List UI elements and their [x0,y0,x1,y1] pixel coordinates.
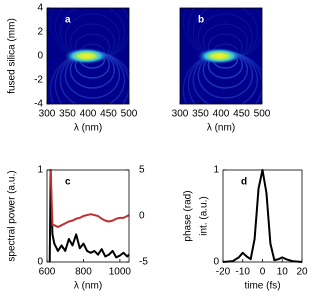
x-tick-label: 20 [296,267,308,278]
y-tick-label: 1 [213,165,219,176]
x-axis-label: time (fs) [244,281,280,292]
x-tick-label: -10 [236,267,251,278]
y-axis-label: fused silica (mm) [7,18,18,94]
axes-frame [179,7,263,105]
y-tick-label: 0 [37,257,43,268]
y-tick-label: 2 [37,27,43,38]
data-line [222,169,303,263]
y-tick-label: 4 [37,3,43,14]
panel-label: a [65,15,71,26]
axes-frame [46,169,130,263]
panel-label-bg [63,175,76,189]
y-tick-label: -4 [34,99,43,110]
y2-axis-label: phase (rad) [183,190,194,241]
panel-label-bg [239,175,252,189]
heatmap-image [47,8,129,104]
heatmap-peak [64,48,109,64]
x-axis-label: λ (nm) [74,281,102,292]
panel-label: b [198,15,204,26]
heatmap-image [180,8,262,104]
y-tick-label: 0 [37,51,43,62]
x-tick-label: 500 [254,109,271,120]
y2-tick-label: -5 [139,257,148,268]
x-tick-label: 500 [121,109,138,120]
x-tick-label: 10 [277,267,289,278]
x-tick-label: 450 [233,109,250,120]
x-axis-label: λ (nm) [207,123,235,134]
y-tick-label: -2 [34,75,43,86]
x-tick-label: 0 [260,267,266,278]
y2-tick-label: 0 [139,211,145,222]
x-tick-label: 800 [75,267,92,278]
data-line [48,169,130,263]
x-tick-label: 600 [39,267,56,278]
data-line [49,169,130,229]
x-tick-label: -20 [216,267,231,278]
y2-tick-label: 5 [139,165,145,176]
x-tick-label: 400 [213,109,230,120]
x-tick-label: 350 [192,109,209,120]
axes-frame [46,7,130,105]
axes-frame [222,169,303,263]
panel-label: d [241,177,247,188]
y-tick-label: 0 [213,257,219,268]
panel-label: c [65,177,71,188]
y-tick-label: 1 [37,165,43,176]
heatmap-peak [197,48,242,64]
x-tick-label: 350 [59,109,76,120]
y-axis-label: spectral power (a.u.) [7,170,18,261]
x-tick-label: 400 [80,109,97,120]
x-axis-label: λ (nm) [74,123,102,134]
x-tick-label: 1000 [109,267,132,278]
x-tick-label: 300 [172,109,189,120]
y-axis-label: int. (a.u.) [199,196,210,235]
x-tick-label: 450 [100,109,117,120]
x-tick-label: 300 [39,109,56,120]
